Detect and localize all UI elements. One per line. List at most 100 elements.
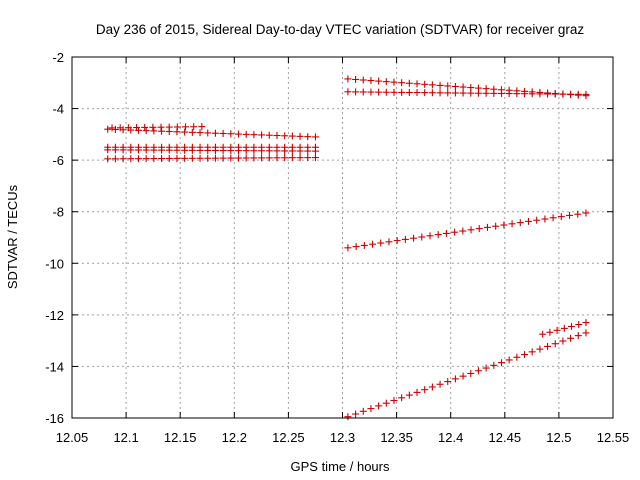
data-point-sat-g (382, 88, 390, 96)
data-point-sat-a (188, 128, 196, 136)
data-point-sat-c (104, 146, 112, 154)
data-point-sat-a (265, 131, 273, 139)
data-point-sat-g (521, 90, 529, 98)
y-tick-label: -6 (52, 153, 64, 168)
data-point-sat-a (296, 132, 304, 140)
data-point-sat-d (304, 154, 312, 162)
data-point-sat-d (250, 154, 258, 162)
data-point-sat-h (533, 216, 541, 224)
y-tick-label: -14 (45, 359, 64, 374)
data-point-sat-i (421, 386, 429, 394)
data-point-sat-i (474, 367, 482, 375)
data-point-sat-f (352, 75, 360, 83)
data-point-sat-g (375, 88, 383, 96)
data-point-sat-c (265, 147, 273, 155)
data-point-sat-f (405, 79, 413, 87)
data-point-sat-g (544, 90, 552, 98)
data-point-sat-d (150, 155, 158, 163)
data-point-sat-f (398, 79, 406, 87)
data-point-sat-i (352, 410, 360, 418)
data-point-sat-i (405, 391, 413, 399)
chart-title: Day 236 of 2015, Sidereal Day-to-day VTE… (96, 22, 584, 37)
data-point-sat-g (459, 89, 467, 97)
data-point-sat-d (181, 154, 189, 162)
data-point-sat-i (482, 364, 490, 372)
y-tick-label: -8 (52, 205, 64, 220)
data-point-sat-c (142, 146, 150, 154)
data-point-sat-i (451, 375, 459, 383)
data-point-sat-f (390, 78, 398, 86)
data-point-sat-f (444, 82, 452, 90)
data-point-sat-d (165, 154, 173, 162)
x-tick-label: 12.1 (113, 430, 138, 445)
data-point-sat-h (467, 226, 475, 234)
y-tick-label: -2 (52, 50, 64, 65)
data-point-sat-g (559, 90, 567, 98)
data-point-sat-h (524, 217, 532, 225)
data-point-sat-c (273, 147, 281, 155)
data-point-sat-h (516, 219, 524, 227)
data-point-sat-f (359, 76, 367, 84)
data-point-sat-g (490, 89, 498, 97)
data-point-sat-c (304, 147, 312, 155)
x-tick-label: 12.45 (489, 430, 522, 445)
data-point-sat-d (142, 155, 150, 163)
data-point-sat-c (242, 147, 250, 155)
data-point-sat-d (119, 155, 127, 163)
data-point-sat-h (442, 229, 450, 237)
data-point-sat-j (575, 321, 583, 329)
data-point-sat-d (265, 154, 273, 162)
data-point-sat-g (390, 88, 398, 96)
data-point-sat-d (104, 155, 112, 163)
data-point-sat-g (444, 89, 452, 97)
data-point-sat-e (149, 123, 157, 131)
data-point-sat-c (296, 147, 304, 155)
data-point-sat-c (127, 146, 135, 154)
data-point-sat-c (173, 146, 181, 154)
data-point-sat-e (157, 123, 165, 131)
data-point-sat-i (559, 337, 567, 345)
data-point-sat-c (119, 146, 127, 154)
data-point-sat-i (398, 394, 406, 402)
data-point-sat-d (227, 154, 235, 162)
data-point-sat-h (566, 211, 574, 219)
data-point-sat-i (444, 378, 452, 386)
data-point-sat-i (436, 380, 444, 388)
data-point-sat-c (204, 146, 212, 154)
data-point-sat-g (398, 88, 406, 96)
x-tick-label: 12.25 (272, 430, 305, 445)
data-point-sat-i (382, 399, 390, 407)
data-point-sat-i (505, 356, 513, 364)
data-point-sat-e (116, 124, 124, 132)
data-point-sat-g (567, 90, 575, 98)
data-point-sat-j (553, 326, 561, 334)
data-point-sat-a (181, 128, 189, 136)
data-point-sat-c (181, 146, 189, 154)
data-point-sat-h (385, 238, 393, 246)
data-point-sat-d (273, 154, 281, 162)
data-point-sat-i (582, 329, 590, 337)
data-point-sat-f (428, 81, 436, 89)
data-point-sat-i (390, 396, 398, 404)
data-point-sat-c (258, 147, 266, 155)
data-point-sat-h (377, 239, 385, 247)
x-tick-label: 12.5 (546, 430, 571, 445)
data-point-sat-i (497, 359, 505, 367)
data-point-sat-h (401, 235, 409, 243)
x-tick-label: 12.15 (164, 430, 197, 445)
data-point-sat-a (219, 129, 227, 137)
data-point-sat-g (474, 89, 482, 97)
data-point-sat-h (352, 243, 360, 251)
data-point-sat-g (451, 89, 459, 97)
data-point-sat-c (111, 146, 119, 154)
data-point-sat-f (451, 82, 459, 90)
data-point-sat-i (375, 402, 383, 410)
data-point-sat-g (513, 90, 521, 98)
data-point-sat-i (567, 334, 575, 342)
data-point-sat-e (133, 124, 141, 132)
data-point-sat-c (227, 147, 235, 155)
x-axis-label: GPS time / hours (291, 459, 390, 474)
data-point-sat-g (582, 90, 590, 98)
data-point-sat-h (508, 220, 516, 228)
